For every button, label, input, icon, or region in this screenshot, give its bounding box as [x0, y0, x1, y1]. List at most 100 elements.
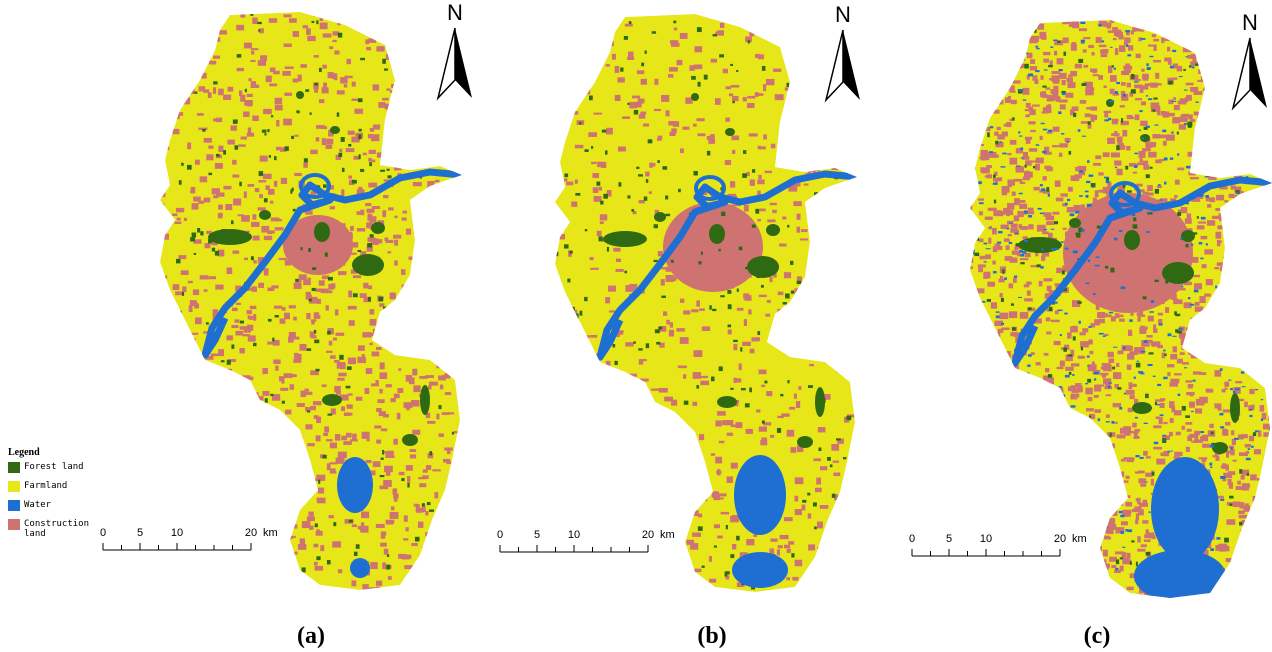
forest-patch	[707, 151, 710, 156]
construction-patch	[390, 512, 399, 519]
water-patch	[1137, 361, 1139, 362]
construction-patch	[1217, 50, 1221, 54]
water-patch	[1199, 242, 1203, 244]
water-patch	[1245, 337, 1248, 338]
construction-patch	[1007, 153, 1011, 155]
construction-patch	[1174, 452, 1182, 456]
forest-patch	[1175, 314, 1180, 317]
construction-patch	[183, 480, 187, 483]
water-patch	[1061, 133, 1064, 135]
forest-patch	[673, 21, 676, 24]
forest-patch	[215, 251, 219, 256]
construction-patch	[1249, 324, 1255, 330]
forest-patch	[808, 385, 813, 388]
construction-patch	[551, 571, 555, 577]
forest-patch	[757, 331, 760, 335]
scale-unit: km	[263, 527, 278, 539]
construction-patch	[382, 98, 389, 101]
construction-patch	[202, 429, 209, 432]
construction-patch	[1033, 187, 1039, 191]
construction-patch	[1055, 396, 1059, 403]
water-patch	[1175, 598, 1179, 600]
construction-patch	[1245, 170, 1250, 172]
forest-patch	[458, 42, 462, 45]
construction-patch	[1020, 226, 1028, 230]
construction-patch	[1250, 142, 1258, 147]
construction-patch	[183, 478, 187, 483]
construction-patch	[1025, 20, 1029, 25]
construction-patch	[1264, 115, 1270, 119]
water-patch	[1209, 463, 1212, 466]
construction-patch	[449, 96, 453, 102]
construction-patch	[732, 150, 735, 154]
forest-patch	[1068, 354, 1073, 356]
construction-patch	[571, 591, 579, 597]
forest-patch	[609, 570, 612, 575]
construction-patch	[739, 363, 742, 370]
water-patch	[976, 380, 979, 382]
construction-patch	[1011, 448, 1014, 455]
construction-patch	[651, 389, 659, 391]
construction-patch	[1023, 444, 1026, 451]
water-patch	[1217, 312, 1222, 315]
construction-patch	[421, 591, 424, 594]
construction-patch	[174, 222, 181, 224]
forest-patch	[975, 401, 979, 405]
forest-patch	[269, 155, 271, 158]
construction-patch	[1245, 214, 1251, 221]
construction-patch	[160, 475, 165, 482]
construction-patch	[387, 126, 391, 130]
forest-patch	[231, 397, 233, 400]
forest-patch	[619, 182, 622, 186]
forest-patch	[1091, 573, 1093, 578]
construction-patch	[338, 569, 342, 573]
construction-patch	[1262, 243, 1266, 249]
construction-patch	[408, 62, 412, 67]
construction-patch	[616, 259, 621, 262]
water-patch	[1188, 297, 1190, 299]
construction-patch	[166, 44, 174, 51]
construction-patch	[297, 466, 306, 470]
forest-patch	[987, 322, 992, 326]
construction-patch	[1094, 544, 1097, 547]
construction-patch	[1201, 236, 1208, 239]
forest-patch	[429, 509, 434, 511]
construction-patch	[372, 352, 380, 357]
construction-patch	[1109, 557, 1117, 562]
water-patch	[1139, 129, 1141, 130]
forest-patch	[348, 144, 351, 147]
water-patch	[1054, 248, 1059, 250]
forest-patch	[678, 589, 682, 593]
construction-patch	[250, 306, 257, 309]
water-patch	[1197, 145, 1200, 148]
construction-patch	[691, 309, 698, 312]
construction-patch	[1128, 330, 1132, 336]
water-patch	[1109, 312, 1113, 314]
forest-patch	[1117, 486, 1122, 489]
construction-patch	[630, 381, 635, 386]
construction-patch	[396, 22, 401, 24]
construction-patch	[770, 435, 774, 438]
construction-patch	[317, 498, 324, 500]
water-patch	[1028, 73, 1033, 76]
forest-patch	[415, 537, 420, 542]
construction-patch	[1107, 138, 1115, 144]
construction-patch	[375, 380, 378, 385]
construction-patch	[717, 536, 723, 539]
water-patch	[1002, 153, 1006, 155]
construction-patch	[159, 335, 166, 342]
construction-patch	[663, 311, 667, 315]
construction-patch	[1075, 549, 1083, 553]
construction-patch	[859, 536, 867, 540]
construction-patch	[1212, 53, 1218, 55]
construction-patch	[1116, 434, 1125, 438]
construction-patch	[1171, 77, 1177, 79]
construction-patch	[404, 404, 412, 408]
construction-patch	[627, 57, 634, 60]
construction-patch	[1127, 83, 1131, 88]
forest-patch	[584, 426, 587, 430]
forest-patch	[1225, 118, 1227, 121]
figure: N051020km(a)N051020km(b)N051020km(c) Leg…	[0, 0, 1272, 652]
construction-patch	[654, 109, 661, 111]
forest-patch	[282, 401, 285, 404]
